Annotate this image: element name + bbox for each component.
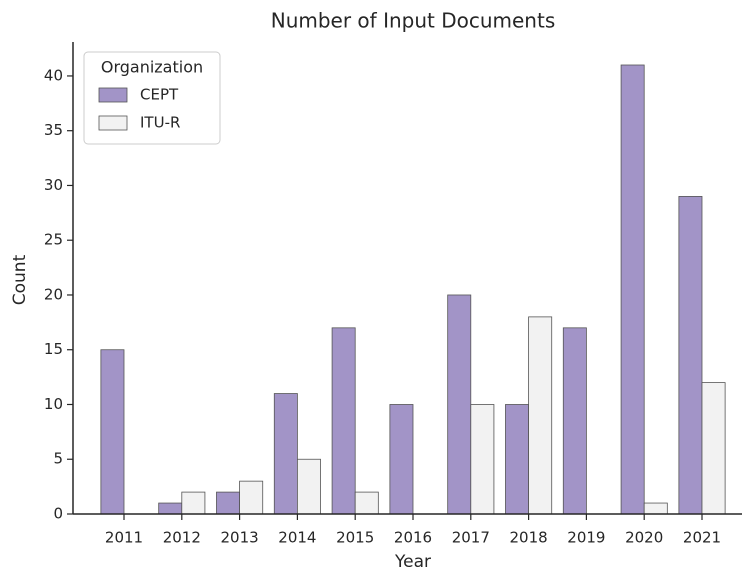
chart-title: Number of Input Documents — [271, 9, 556, 33]
bar — [354, 491, 379, 515]
y-tick-label: 25 — [44, 231, 63, 249]
y-tick-label: 15 — [44, 340, 63, 358]
legend-swatch — [98, 115, 128, 131]
x-tick-label: 2019 — [567, 529, 605, 547]
bar — [158, 502, 183, 515]
x-tick-label: 2011 — [105, 529, 143, 547]
x-tick-label: 2021 — [683, 529, 721, 547]
bar — [181, 491, 206, 515]
bar — [216, 491, 240, 515]
legend-label: CEPT — [140, 86, 179, 104]
x-tick-label: 2014 — [278, 529, 316, 547]
bar — [389, 404, 414, 515]
x-tick-label: 2020 — [625, 529, 663, 547]
x-tick-label: 2016 — [394, 529, 432, 547]
bar — [528, 316, 553, 515]
x-tick-label: 2018 — [510, 529, 548, 547]
bar — [701, 382, 726, 515]
bar — [505, 404, 530, 515]
bar — [100, 349, 125, 515]
bar — [562, 327, 587, 515]
bar — [470, 404, 495, 515]
bar — [678, 196, 703, 515]
bar — [331, 327, 356, 515]
legend-swatch — [98, 87, 128, 103]
y-tick-label: 0 — [53, 505, 63, 523]
bar — [447, 294, 472, 515]
x-tick-label: 2017 — [452, 529, 490, 547]
y-tick-label: 30 — [44, 176, 63, 194]
y-tick-label: 5 — [53, 450, 63, 468]
x-tick-label: 2012 — [163, 529, 201, 547]
legend-title: Organization — [101, 58, 203, 77]
y-tick-label: 10 — [44, 395, 63, 413]
y-tick-label: 40 — [44, 66, 63, 84]
bar — [273, 393, 298, 515]
y-axis-label: Count — [10, 254, 30, 305]
bar — [643, 502, 668, 515]
x-tick-label: 2015 — [336, 529, 374, 547]
legend-label: ITU-R — [140, 114, 180, 132]
x-axis-label: Year — [394, 552, 431, 572]
bar — [296, 458, 321, 515]
bar — [239, 480, 264, 515]
bar — [620, 64, 645, 515]
y-tick-label: 20 — [44, 285, 63, 303]
y-tick-label: 35 — [44, 121, 63, 139]
x-tick-label: 2013 — [221, 529, 259, 547]
